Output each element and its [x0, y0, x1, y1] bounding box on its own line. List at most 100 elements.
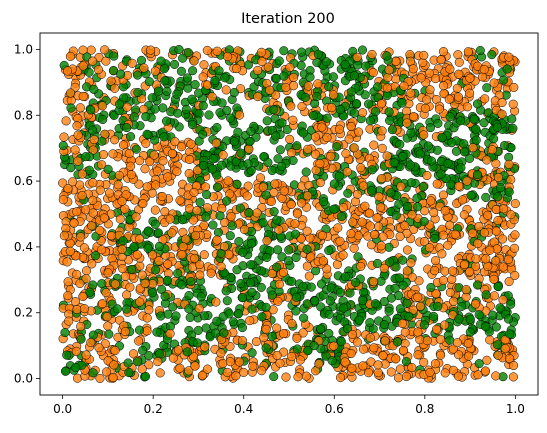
scatter-point-orange	[275, 358, 285, 368]
scatter-point-green	[195, 197, 205, 207]
scatter-point-orange	[293, 372, 303, 382]
scatter-point-green	[502, 64, 512, 74]
scatter-point-orange	[439, 81, 449, 91]
scatter-point-green	[62, 350, 72, 360]
scatter-point-orange	[424, 68, 435, 78]
scatter-point-orange	[274, 225, 284, 235]
scatter-point-orange	[327, 103, 337, 113]
scatter-point-orange	[489, 274, 499, 284]
scatter-point-orange	[142, 313, 152, 323]
scatter-point-green	[196, 292, 206, 302]
scatter-point-green	[335, 105, 345, 115]
scatter-point-orange	[452, 338, 462, 348]
plot-frame	[39, 32, 539, 396]
scatter-point-orange	[252, 208, 262, 218]
scatter-point-orange	[386, 367, 396, 377]
scatter-point-orange	[402, 245, 412, 255]
scatter-point-orange	[346, 229, 356, 239]
scatter-point-orange	[88, 178, 98, 188]
scatter-point-orange	[181, 234, 191, 244]
scatter-point-green	[296, 47, 307, 57]
scatter-point-orange	[140, 164, 150, 174]
scatter-point-orange	[200, 342, 210, 352]
scatter-point-orange	[358, 361, 368, 371]
scatter-point-green	[346, 87, 357, 97]
scatter-point-green	[474, 310, 484, 320]
scatter-point-orange	[172, 166, 182, 177]
scatter-point-green	[284, 245, 294, 255]
scatter-point-green	[466, 190, 476, 200]
scatter-point-green	[472, 280, 483, 290]
scatter-point-orange	[163, 259, 173, 269]
scatter-point-orange	[465, 267, 475, 277]
scatter-point-orange	[430, 359, 440, 369]
scatter-point-green	[507, 114, 517, 124]
scatter-point-orange	[165, 329, 175, 339]
scatter-point-orange	[408, 64, 418, 74]
scatter-point-orange	[197, 370, 208, 380]
scatter-point-green	[216, 248, 226, 259]
scatter-point-green	[267, 290, 277, 300]
scatter-point-green	[156, 311, 166, 321]
scatter-point-orange	[415, 335, 425, 345]
scatter-point-green	[147, 93, 157, 103]
scatter-point-green	[365, 318, 375, 328]
scatter-point-green	[152, 327, 162, 337]
scatter-point-green	[138, 345, 148, 356]
scatter-point-orange	[95, 373, 105, 383]
scatter-point-green	[141, 112, 151, 122]
scatter-point-orange	[315, 159, 325, 169]
scatter-point-orange	[367, 49, 377, 59]
scatter-point-orange	[364, 208, 375, 218]
scatter-point-orange	[137, 364, 147, 374]
scatter-point-orange	[95, 225, 105, 235]
scatter-point-green	[274, 56, 284, 66]
scatter-point-orange	[126, 161, 136, 171]
scatter-point-orange	[483, 261, 493, 272]
scatter-point-orange	[110, 346, 120, 356]
scatter-point-green	[337, 211, 347, 222]
scatter-point-orange	[485, 245, 495, 255]
scatter-point-orange	[506, 210, 516, 220]
scatter-point-orange	[71, 346, 81, 356]
scatter-point-green	[177, 280, 187, 290]
x-tick-label: 0.0	[53, 402, 72, 416]
scatter-point-green	[324, 245, 334, 256]
scatter-point-orange	[281, 372, 291, 382]
scatter-point-orange	[368, 277, 379, 287]
scatter-point-green	[447, 138, 457, 148]
scatter-point-orange	[199, 250, 209, 260]
scatter-point-green	[247, 304, 257, 314]
scatter-point-green	[182, 347, 192, 357]
scatter-point-orange	[346, 348, 356, 359]
scatter-point-orange	[62, 257, 72, 267]
scatter-point-orange	[435, 334, 445, 344]
scatter-point-orange	[479, 64, 489, 75]
scatter-point-green	[412, 193, 422, 203]
scatter-point-orange	[176, 142, 187, 152]
scatter-point-green	[328, 72, 338, 82]
scatter-point-orange	[419, 50, 429, 60]
scatter-point-orange	[63, 277, 73, 287]
scatter-point-green	[291, 292, 301, 302]
scatter-point-green	[340, 272, 350, 282]
scatter-point-orange	[376, 241, 386, 251]
scatter-point-orange	[195, 270, 205, 280]
scatter-point-green	[267, 331, 277, 341]
scatter-point-green	[395, 304, 405, 314]
scatter-point-orange	[408, 112, 419, 122]
scatter-point-orange	[406, 258, 416, 268]
scatter-point-green	[504, 187, 514, 197]
scatter-point-green	[214, 66, 224, 76]
scatter-point-green	[329, 179, 339, 189]
scatter-point-green	[232, 179, 242, 189]
scatter-point-green	[243, 60, 253, 70]
scatter-point-orange	[202, 45, 212, 55]
scatter-point-green	[218, 312, 228, 322]
scatter-point-orange	[165, 214, 175, 224]
scatter-point-green	[222, 296, 232, 306]
scatter-point-orange	[76, 232, 86, 242]
scatter-point-orange	[72, 207, 82, 217]
scatter-point-orange	[65, 246, 75, 256]
scatter-point-green	[236, 278, 246, 289]
